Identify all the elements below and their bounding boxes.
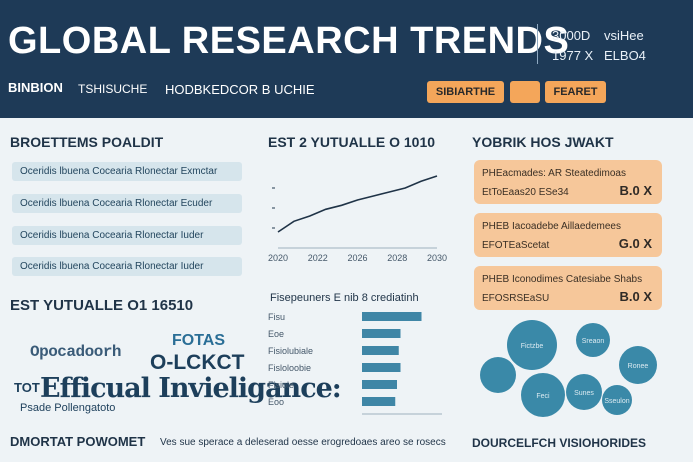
bubble-label: Sreaon [582,338,605,345]
bar [362,380,397,389]
bubble[interactable]: Sunes [566,374,602,410]
wordcloud-word: Psade Pollengatoto [20,402,116,414]
bubble[interactable]: Fictzbe [507,320,557,370]
bubble-label: Feci [536,393,550,400]
bubble-cluster: Fictzbe Sreaon Feci Sunes Ronee Sseulon [480,320,657,417]
bubble[interactable]: Feci [521,373,565,417]
wordcloud-word: Opocadoorh [30,343,122,361]
header-stat-label: 3000D [552,28,591,43]
bar [362,363,401,372]
stat-card[interactable]: PHEB Iconodimes Catesiabe Shabs EFOSRSEa… [474,266,662,310]
card-value: G.0 X [618,236,652,251]
wordcloud-word: O-LCKCT [150,351,245,374]
card-line: PHEB Iacoadebe Aillaedemees [482,221,621,232]
header-button-small[interactable] [510,81,540,103]
x-tick-label: 2022 [308,253,328,263]
header-subtitle: BINBION [8,80,63,95]
bubble-label: Sseulon [604,398,629,405]
line-series [277,175,438,233]
bar-label: Fisiolubiale [268,346,313,356]
header-stat-label: vsiHee [604,28,644,43]
card-line: EtToEaas20 ESe34 [482,187,569,198]
header-button-secondary[interactable]: FEARET [545,81,606,103]
header-stat-label: ELBO4 [604,48,646,63]
x-tick-label: 2030 [427,253,447,263]
footer-right-title: DOURCELFCH VISIOHORIDES [472,436,647,450]
header-divider [537,24,538,64]
left-section-title: BROETTEMS POALDIT [10,134,164,150]
bubble[interactable]: Sseulon [602,385,632,415]
card-value: B.0 X [619,289,652,304]
list-item[interactable]: Oceridis lbuena Cocearia Rlonectar Iuder [12,226,242,245]
stat-card[interactable]: PHEacmades: AR Steatedimoas EtToEaas20 E… [474,160,662,204]
card-value: B.0 X [619,183,652,198]
bar-label: Eoe [268,329,284,339]
bar [362,312,422,321]
wordcloud-word: Efficual Invieligance: [40,373,342,404]
header-subtitle: HODBKEDCOR B UCHIE [165,82,315,97]
bar-label: Fisu [268,312,285,322]
wordcloud-word: TOT [14,380,40,395]
footer-left-text: Ves sue sperace a deleserad oesse erogre… [160,437,446,448]
card-line: EFOSRSEaSU [482,293,550,304]
card-line: PHEacmades: AR Steatedimoas [482,168,626,179]
bar-label: Fisloloobie [268,363,311,373]
bubble-label: Sunes [574,390,594,397]
bar [362,329,401,338]
x-tick-label: 2020 [268,253,288,263]
right-section-title: YOBRIK HOS JWAKT [472,134,614,150]
header-stat-label: 1977 X [552,48,594,63]
bar-label: Fisiole [268,380,294,390]
bubble[interactable]: Ronee [619,346,657,384]
line-chart-title: EST 2 YUTUALLE O 1010 [268,134,436,150]
bar-label: Eoo [268,397,284,407]
bar-chart-title: Fisepeuners E nib 8 crediatinh [270,292,419,304]
list-item[interactable]: Oceridis lbuena Cocearia Rlonectar Exmct… [12,162,242,181]
bubble-label: Fictzbe [521,343,544,350]
list-item[interactable]: Oceridis lbuena Cocearia Rlonectar Ecude… [12,194,242,213]
card-line: EFOTEaScetat [482,240,550,251]
wordcloud-word: FOTAS [172,332,226,349]
bar-chart: Fisu Eoe Fisiolubiale Fisloloobie Fisiole Eoo [268,312,442,415]
header-banner: GLOBAL RESEARCH TRENDS 3000D vsiHee 1977… [0,0,693,118]
bubble-label: Ronee [628,363,649,370]
wordcloud-title: EST YUTUALLE O1 16510 [10,297,194,314]
card-line: PHEB Iconodimes Catesiabe Shabs [482,274,643,285]
bar [362,346,399,355]
x-tick-label: 2028 [387,253,407,263]
page-title: GLOBAL RESEARCH TRENDS [8,20,570,62]
line-chart: 2020 2022 2026 2028 2030 [268,175,447,263]
stat-card[interactable]: PHEB Iacoadebe Aillaedemees EFOTEaScetat… [474,213,662,257]
bubble[interactable] [480,357,516,393]
x-tick-label: 2026 [347,253,367,263]
footer-left-title: DMORTAT POWOMET [10,434,146,449]
header-button-primary[interactable]: SIBIARTHE [427,81,504,103]
header-subtitle: TSHISUCHE [78,82,148,96]
bubble[interactable]: Sreaon [576,323,610,357]
list-item[interactable]: Oceridis lbuena Cocearia Rlonectar Iuder [12,257,242,276]
bar [362,397,396,406]
